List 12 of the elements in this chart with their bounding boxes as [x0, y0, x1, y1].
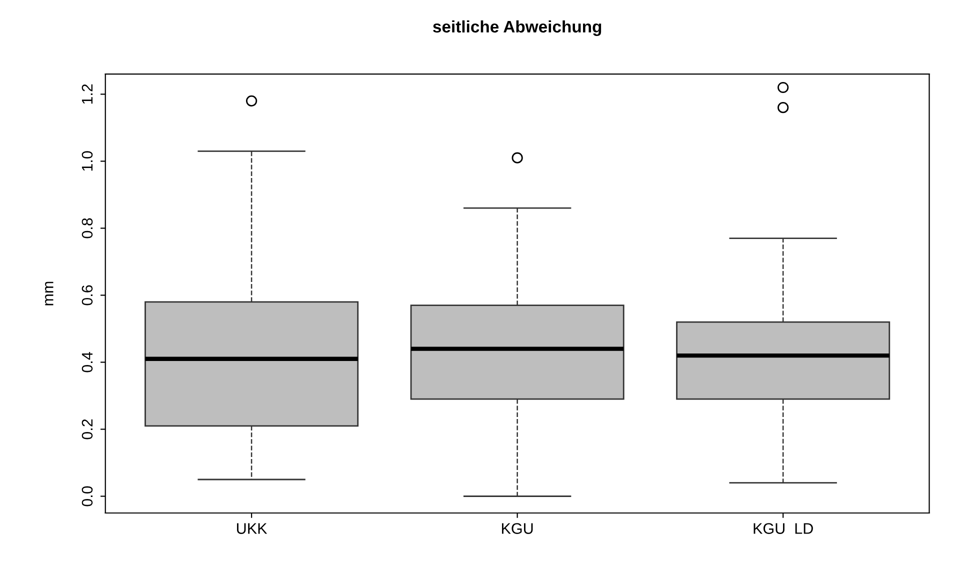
y-tick-label: 0.4 — [82, 352, 93, 372]
y-tick-label: 1.2 — [82, 84, 92, 104]
y-tick-label: 1.0 — [82, 151, 93, 171]
y-tick-label: 0.6 — [82, 285, 93, 306]
x-tick-label: KGU — [502, 523, 533, 534]
y-tick-label: 0.8 — [82, 218, 93, 238]
x-tick-label: UKK — [237, 523, 268, 534]
y-tick-label: 0.0 — [82, 486, 93, 506]
x-tick-label: KGU LD — [754, 523, 813, 534]
chart-title: seitliche Abweichung — [433, 20, 602, 36]
y-tick-label: 0.2 — [82, 419, 93, 440]
y-axis-title: mm — [45, 282, 54, 306]
